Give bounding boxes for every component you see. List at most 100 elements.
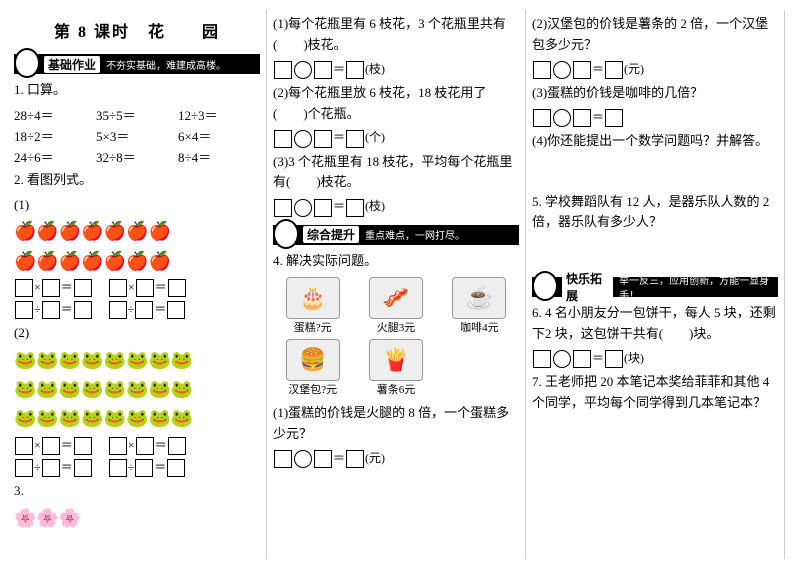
q3-heading: 3.	[14, 481, 260, 502]
blank-box[interactable]	[74, 301, 92, 319]
unit-label: (枝)	[365, 199, 385, 213]
q2-sub1: (1)	[14, 195, 260, 216]
blank-box[interactable]	[605, 350, 623, 368]
calc-cell: 12÷3＝	[178, 105, 260, 124]
blank-box[interactable]	[42, 459, 60, 477]
food-label: 火腿3元	[377, 319, 416, 335]
calc-row: 28÷4＝ 35÷5＝ 12÷3＝	[14, 105, 260, 124]
blank-box[interactable]	[346, 61, 364, 79]
blank-box[interactable]	[135, 459, 153, 477]
blank-box[interactable]	[109, 301, 127, 319]
expr-row: ÷＝ ÷＝	[14, 458, 260, 477]
blank-box[interactable]	[605, 109, 623, 127]
food-label: 蛋糕?元	[294, 319, 332, 335]
blank-box[interactable]	[15, 279, 33, 297]
expr-row: ×＝ ×＝	[14, 436, 260, 455]
blank-circle[interactable]	[294, 61, 312, 79]
blank-box[interactable]	[533, 109, 551, 127]
banner-ext-motto: 举一反三，应用创新，方能一显身手！	[619, 272, 772, 302]
blank-box[interactable]	[274, 450, 292, 468]
banner-comp: ✿ 综合提升 重点难点，一网打尽。	[273, 225, 519, 245]
expr-row: ＝(个)	[273, 128, 519, 147]
blank-box[interactable]	[74, 459, 92, 477]
vase-row: 🌸🌸🌸	[14, 506, 260, 531]
blank-box[interactable]	[573, 109, 591, 127]
food-label: 咖啡4元	[460, 319, 499, 335]
unit-label: (元)	[365, 451, 385, 465]
blank-box[interactable]	[15, 301, 33, 319]
blank-box[interactable]	[605, 61, 623, 79]
banner-basic: ✎ 基础作业 不夯实基础，难建成高楼。	[14, 54, 260, 74]
blank-box[interactable]	[168, 279, 186, 297]
q3-p3: (3)3 个花瓶里有 18 枝花，平均每个花瓶里有( )枝花。	[273, 152, 519, 194]
blank-box[interactable]	[533, 61, 551, 79]
expr-row: ＝(元)	[532, 60, 778, 79]
frog-row: 🐸🐸🐸🐸🐸🐸🐸🐸	[14, 348, 260, 373]
q4-p3: (3)蛋糕的价钱是咖啡的几倍？	[532, 83, 778, 104]
blank-box[interactable]	[15, 459, 33, 477]
blank-box[interactable]	[346, 450, 364, 468]
blank-circle[interactable]	[553, 109, 571, 127]
banner-basic-label: 基础作业	[44, 56, 100, 73]
blank-box[interactable]	[274, 199, 292, 217]
blank-box[interactable]	[533, 350, 551, 368]
q4-p4: (4)你还能提出一个数学问题吗？并解答。	[532, 131, 778, 152]
q3-p1: (1)每个花瓶里有 6 枝花，3 个花瓶里共有( )枝花。	[273, 14, 519, 56]
q6-text: 6. 4 名小朋友分一包饼干，每人 5 块，还剩下2 块，这包饼干共有( )块。	[532, 303, 778, 345]
blank-circle[interactable]	[553, 61, 571, 79]
food-item: 🍔 汉堡包?元	[273, 339, 352, 397]
food-label: 汉堡包?元	[288, 381, 337, 397]
blank-circle[interactable]	[553, 350, 571, 368]
column-2: (1)每个花瓶里有 6 枝花，3 个花瓶里共有( )枝花。 ＝(枝) (2)每个…	[267, 10, 526, 559]
blank-box[interactable]	[42, 437, 60, 455]
food-item: 🍟 薯条6元	[356, 339, 435, 397]
blank-box[interactable]	[42, 301, 60, 319]
food-label: 薯条6元	[377, 381, 416, 397]
blank-circle[interactable]	[294, 130, 312, 148]
blank-box[interactable]	[109, 459, 127, 477]
blank-box[interactable]	[42, 279, 60, 297]
calc-row: 24÷6＝ 32÷8＝ 8÷4＝	[14, 147, 260, 166]
blank-box[interactable]	[136, 437, 154, 455]
food-item: 🎂 蛋糕?元	[273, 277, 352, 335]
blank-box[interactable]	[346, 130, 364, 148]
blank-box[interactable]	[168, 437, 186, 455]
expr-row: ＝(枝)	[273, 60, 519, 79]
unit-label: (块)	[624, 351, 644, 365]
blank-box[interactable]	[314, 130, 332, 148]
clover-icon: ☘	[532, 271, 558, 301]
blank-box[interactable]	[314, 450, 332, 468]
calc-cell: 8÷4＝	[178, 147, 260, 166]
blank-box[interactable]	[573, 61, 591, 79]
blank-circle[interactable]	[294, 199, 312, 217]
q2-sub2: (2)	[14, 323, 260, 344]
blank-box[interactable]	[109, 279, 127, 297]
blank-box[interactable]	[15, 437, 33, 455]
blank-box[interactable]	[135, 301, 153, 319]
q3-p2: (2)每个花瓶里放 6 枝花，18 枝花用了( )个花瓶。	[273, 83, 519, 125]
banner-basic-motto: 不夯实基础，难建成高楼。	[106, 57, 226, 72]
blank-box[interactable]	[573, 350, 591, 368]
frog-row: 🐸🐸🐸🐸🐸🐸🐸🐸	[14, 406, 260, 431]
food-grid: 🎂 蛋糕?元 🥓 火腿3元 ☕ 咖啡4元 🍔 汉堡包?元 🍟 薯条6元	[273, 277, 519, 397]
expr-row: ＝(元)	[273, 449, 519, 468]
blank-circle[interactable]	[294, 450, 312, 468]
blank-box[interactable]	[314, 199, 332, 217]
frog-row: 🐸🐸🐸🐸🐸🐸🐸🐸	[14, 377, 260, 402]
calc-cell: 6×4＝	[178, 126, 260, 145]
blank-box[interactable]	[274, 61, 292, 79]
blank-box[interactable]	[314, 61, 332, 79]
calc-cell: 5×3＝	[96, 126, 178, 145]
fries-icon: 🍟	[369, 339, 423, 381]
blank-box[interactable]	[274, 130, 292, 148]
blank-box[interactable]	[74, 279, 92, 297]
blank-box[interactable]	[136, 279, 154, 297]
blank-box[interactable]	[109, 437, 127, 455]
q5-text: 5. 学校舞蹈队有 12 人，是器乐队人数的 2 倍，器乐队有多少人？	[532, 192, 778, 234]
blank-box[interactable]	[346, 199, 364, 217]
blank-box[interactable]	[74, 437, 92, 455]
banner-ext-label: 快乐拓展	[562, 270, 613, 304]
blank-box[interactable]	[167, 459, 185, 477]
blank-box[interactable]	[167, 301, 185, 319]
flower-icon: ✿	[273, 219, 299, 249]
